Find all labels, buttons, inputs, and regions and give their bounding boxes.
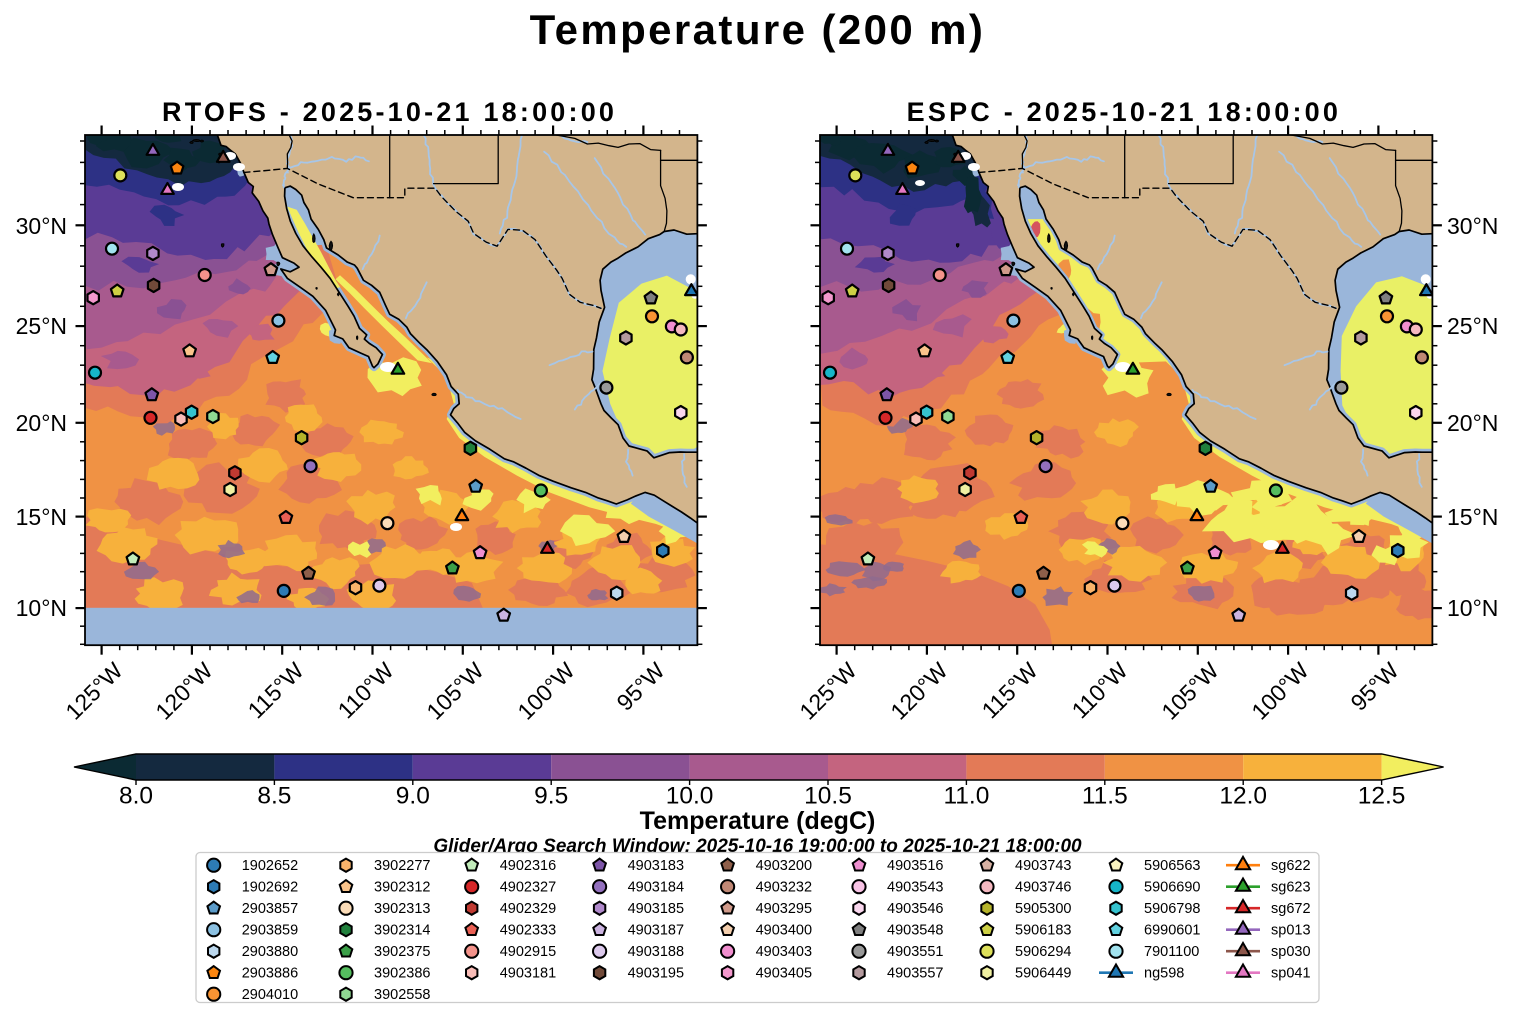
svg-text:4903185: 4903185 (628, 901, 684, 917)
svg-text:3902314: 3902314 (374, 923, 430, 939)
svg-text:5906563: 5906563 (1144, 858, 1200, 874)
svg-text:3902277: 3902277 (374, 858, 430, 874)
svg-text:sg622: sg622 (1271, 858, 1311, 874)
svg-text:4902333: 4902333 (500, 923, 556, 939)
svg-text:4903543: 4903543 (887, 880, 943, 896)
svg-text:3902312: 3902312 (374, 880, 430, 896)
svg-text:1902652: 1902652 (242, 858, 298, 874)
svg-text:7901100: 7901100 (1144, 944, 1199, 960)
svg-text:4903195: 4903195 (628, 966, 684, 982)
svg-text:4903295: 4903295 (756, 901, 812, 917)
svg-text:5906183: 5906183 (1015, 923, 1071, 939)
svg-text:4903746: 4903746 (1015, 880, 1071, 896)
svg-text:4903403: 4903403 (756, 944, 812, 960)
svg-text:2903859: 2903859 (242, 923, 298, 939)
svg-text:9.5: 9.5 (534, 783, 568, 810)
svg-text:12.0: 12.0 (1219, 783, 1267, 810)
svg-text:2903880: 2903880 (242, 944, 298, 960)
svg-text:4903405: 4903405 (756, 966, 812, 982)
svg-text:10.0: 10.0 (666, 783, 714, 810)
svg-text:3902375: 3902375 (374, 944, 430, 960)
svg-text:4903188: 4903188 (628, 944, 684, 960)
svg-text:4903400: 4903400 (756, 923, 812, 939)
svg-text:10.5: 10.5 (804, 783, 852, 810)
svg-text:4903183: 4903183 (628, 858, 684, 874)
svg-text:11.5: 11.5 (1082, 783, 1128, 810)
svg-text:4903181: 4903181 (500, 966, 556, 982)
svg-text:4902316: 4902316 (500, 858, 556, 874)
svg-text:8.0: 8.0 (119, 783, 153, 810)
svg-text:4903546: 4903546 (887, 901, 943, 917)
svg-text:11.0: 11.0 (943, 783, 989, 810)
svg-text:4903232: 4903232 (756, 880, 812, 896)
svg-text:12.5: 12.5 (1358, 783, 1406, 810)
svg-text:5906690: 5906690 (1144, 880, 1200, 896)
svg-text:5906449: 5906449 (1015, 966, 1071, 982)
svg-text:4902915: 4902915 (500, 944, 556, 960)
svg-text:9.0: 9.0 (396, 783, 430, 810)
svg-text:sp013: sp013 (1271, 923, 1311, 939)
svg-text:4902329: 4902329 (500, 901, 556, 917)
svg-text:4903184: 4903184 (628, 880, 684, 896)
svg-text:4903187: 4903187 (628, 923, 684, 939)
svg-text:sp041: sp041 (1271, 966, 1311, 982)
svg-text:3902386: 3902386 (374, 966, 430, 982)
svg-text:1902692: 1902692 (242, 880, 298, 896)
svg-text:2903886: 2903886 (242, 966, 298, 982)
svg-text:ng598: ng598 (1144, 966, 1184, 982)
svg-text:6990601: 6990601 (1144, 923, 1200, 939)
svg-text:4903551: 4903551 (887, 944, 943, 960)
svg-text:5906294: 5906294 (1015, 944, 1071, 960)
svg-text:4903743: 4903743 (1015, 858, 1071, 874)
svg-text:sp030: sp030 (1271, 944, 1311, 960)
svg-text:4903200: 4903200 (756, 858, 812, 874)
svg-text:3902558: 3902558 (374, 987, 430, 1003)
svg-text:5905300: 5905300 (1015, 901, 1071, 917)
svg-text:4903516: 4903516 (887, 858, 943, 874)
svg-text:sg623: sg623 (1271, 880, 1311, 896)
svg-text:4903557: 4903557 (887, 966, 943, 982)
svg-text:3902313: 3902313 (374, 901, 430, 917)
svg-text:4902327: 4902327 (500, 880, 556, 896)
svg-text:2904010: 2904010 (242, 987, 298, 1003)
svg-text:2903857: 2903857 (242, 901, 298, 917)
svg-text:sg672: sg672 (1271, 901, 1311, 917)
svg-text:4903548: 4903548 (887, 923, 943, 939)
svg-text:8.5: 8.5 (257, 783, 291, 810)
svg-text:5906798: 5906798 (1144, 901, 1200, 917)
